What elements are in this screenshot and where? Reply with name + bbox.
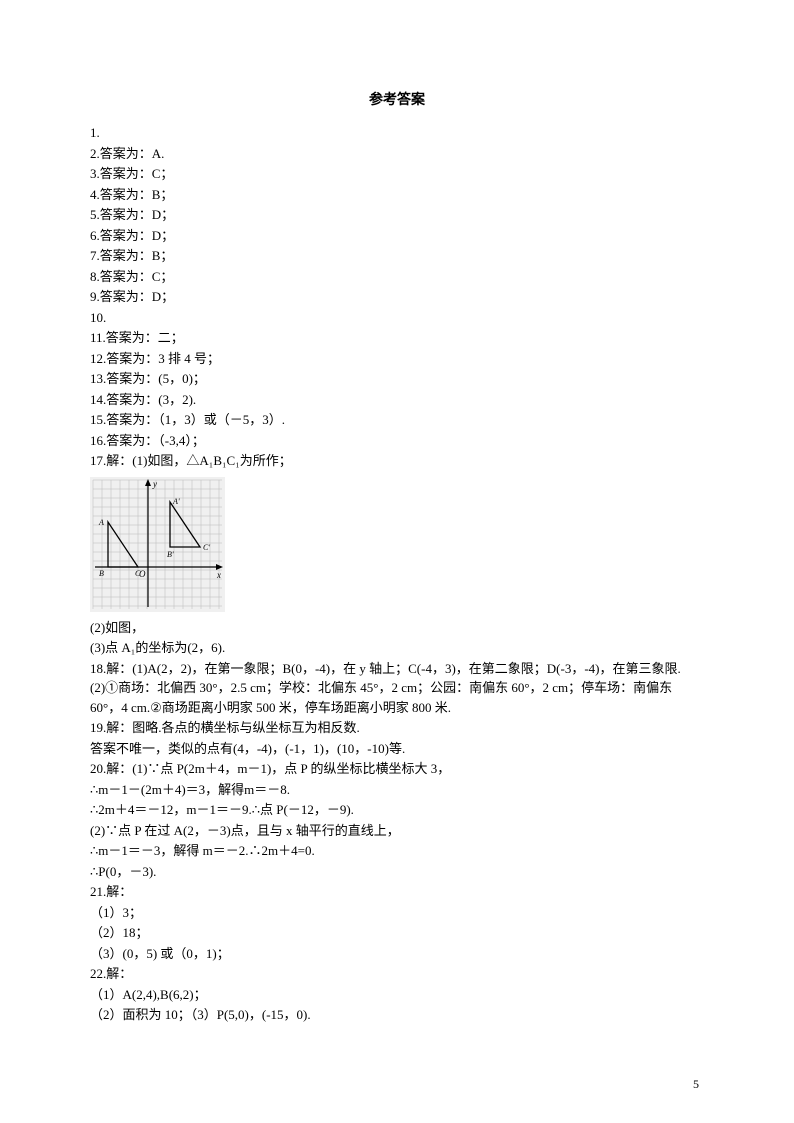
coordinate-figure: yxOABCA'B'C' [90,477,704,612]
answer-line: (2)如图， [90,618,704,638]
answer-line: 21.解： [90,882,704,902]
answer-line: 2.答案为：A. [90,144,704,164]
answer-line: （3）(0，5) 或（0，1)； [90,944,704,964]
answer-line: 7.答案为：B； [90,246,704,266]
answer-line: 18.解：(1)A(2，2)，在第一象限；B(0，-4)，在 y 轴上；C(-4… [90,659,704,718]
answer-line: 答案不唯一，类似的点有(4，-4)，(-1，1)，(10，-10)等. [90,739,704,759]
answer-line: 15.答案为：（1，3）或（－5，3）. [90,410,704,430]
answer-line: (3)点 A₁的坐标为(2，6). [90,638,704,658]
answer-line: 3.答案为：C； [90,164,704,184]
answer-line: 5.答案为：D； [90,205,704,225]
answer-line: ∴P(0，－3). [90,862,704,882]
answer-line: 1. [90,123,704,143]
answer-lines-bottom: (2)如图，(3)点 A₁的坐标为(2，6).18.解：(1)A(2，2)，在第… [90,618,704,1025]
answer-line: 13.答案为：(5，0)； [90,369,704,389]
answer-line: 10. [90,308,704,328]
answer-line: 6.答案为：D； [90,226,704,246]
svg-text:C': C' [203,543,210,552]
svg-text:y: y [152,479,157,489]
answer-line: （1）A(2,4),B(6,2)； [90,985,704,1005]
answer-line: ∴m－1－(2m＋4)＝3，解得m＝－8. [90,780,704,800]
svg-text:B': B' [167,550,174,559]
answer-line: 16.答案为：（-3,4）； [90,431,704,451]
answer-line: (2)∵点 P 在过 A(2，－3)点，且与 x 轴平行的直线上， [90,821,704,841]
answer-line: 22.解： [90,964,704,984]
page-title: 参考答案 [90,90,704,111]
answer-line: （2）面积为 10；（3）P(5,0)，(-15，0). [90,1005,704,1025]
svg-text:B: B [99,569,104,578]
answer-line: 11.答案为：二； [90,328,704,348]
answer-lines-top: 1.2.答案为：A.3.答案为：C；4.答案为：B；5.答案为：D；6.答案为：… [90,123,704,471]
answer-line: 12.答案为：3 排 4 号； [90,349,704,369]
answer-line: 19.解：图略.各点的横坐标与纵坐标互为相反数. [90,718,704,738]
svg-text:A': A' [172,497,180,506]
answer-line: ∴m－1＝－3，解得 m＝－2.∴2m＋4=0. [90,841,704,861]
svg-text:x: x [216,570,221,580]
answer-line: 8.答案为：C； [90,267,704,287]
answer-line: （1）3； [90,903,704,923]
svg-text:A: A [98,518,104,527]
answer-line: ∴2m＋4＝－12，m－1＝－9.∴点 P(－12，－9). [90,800,704,820]
answer-line: 17.解：(1)如图，△A₁B₁C₁为所作； [90,451,704,471]
answer-line: 4.答案为：B； [90,185,704,205]
answer-line: 14.答案为：(3，2). [90,390,704,410]
answer-line: 20.解：(1)∵点 P(2m＋4，m－1)，点 P 的纵坐标比横坐标大 3， [90,759,704,779]
answer-line: 9.答案为：D； [90,287,704,307]
answer-line: （2）18； [90,923,704,943]
page-number: 5 [693,1075,699,1093]
svg-text:C: C [135,569,141,578]
